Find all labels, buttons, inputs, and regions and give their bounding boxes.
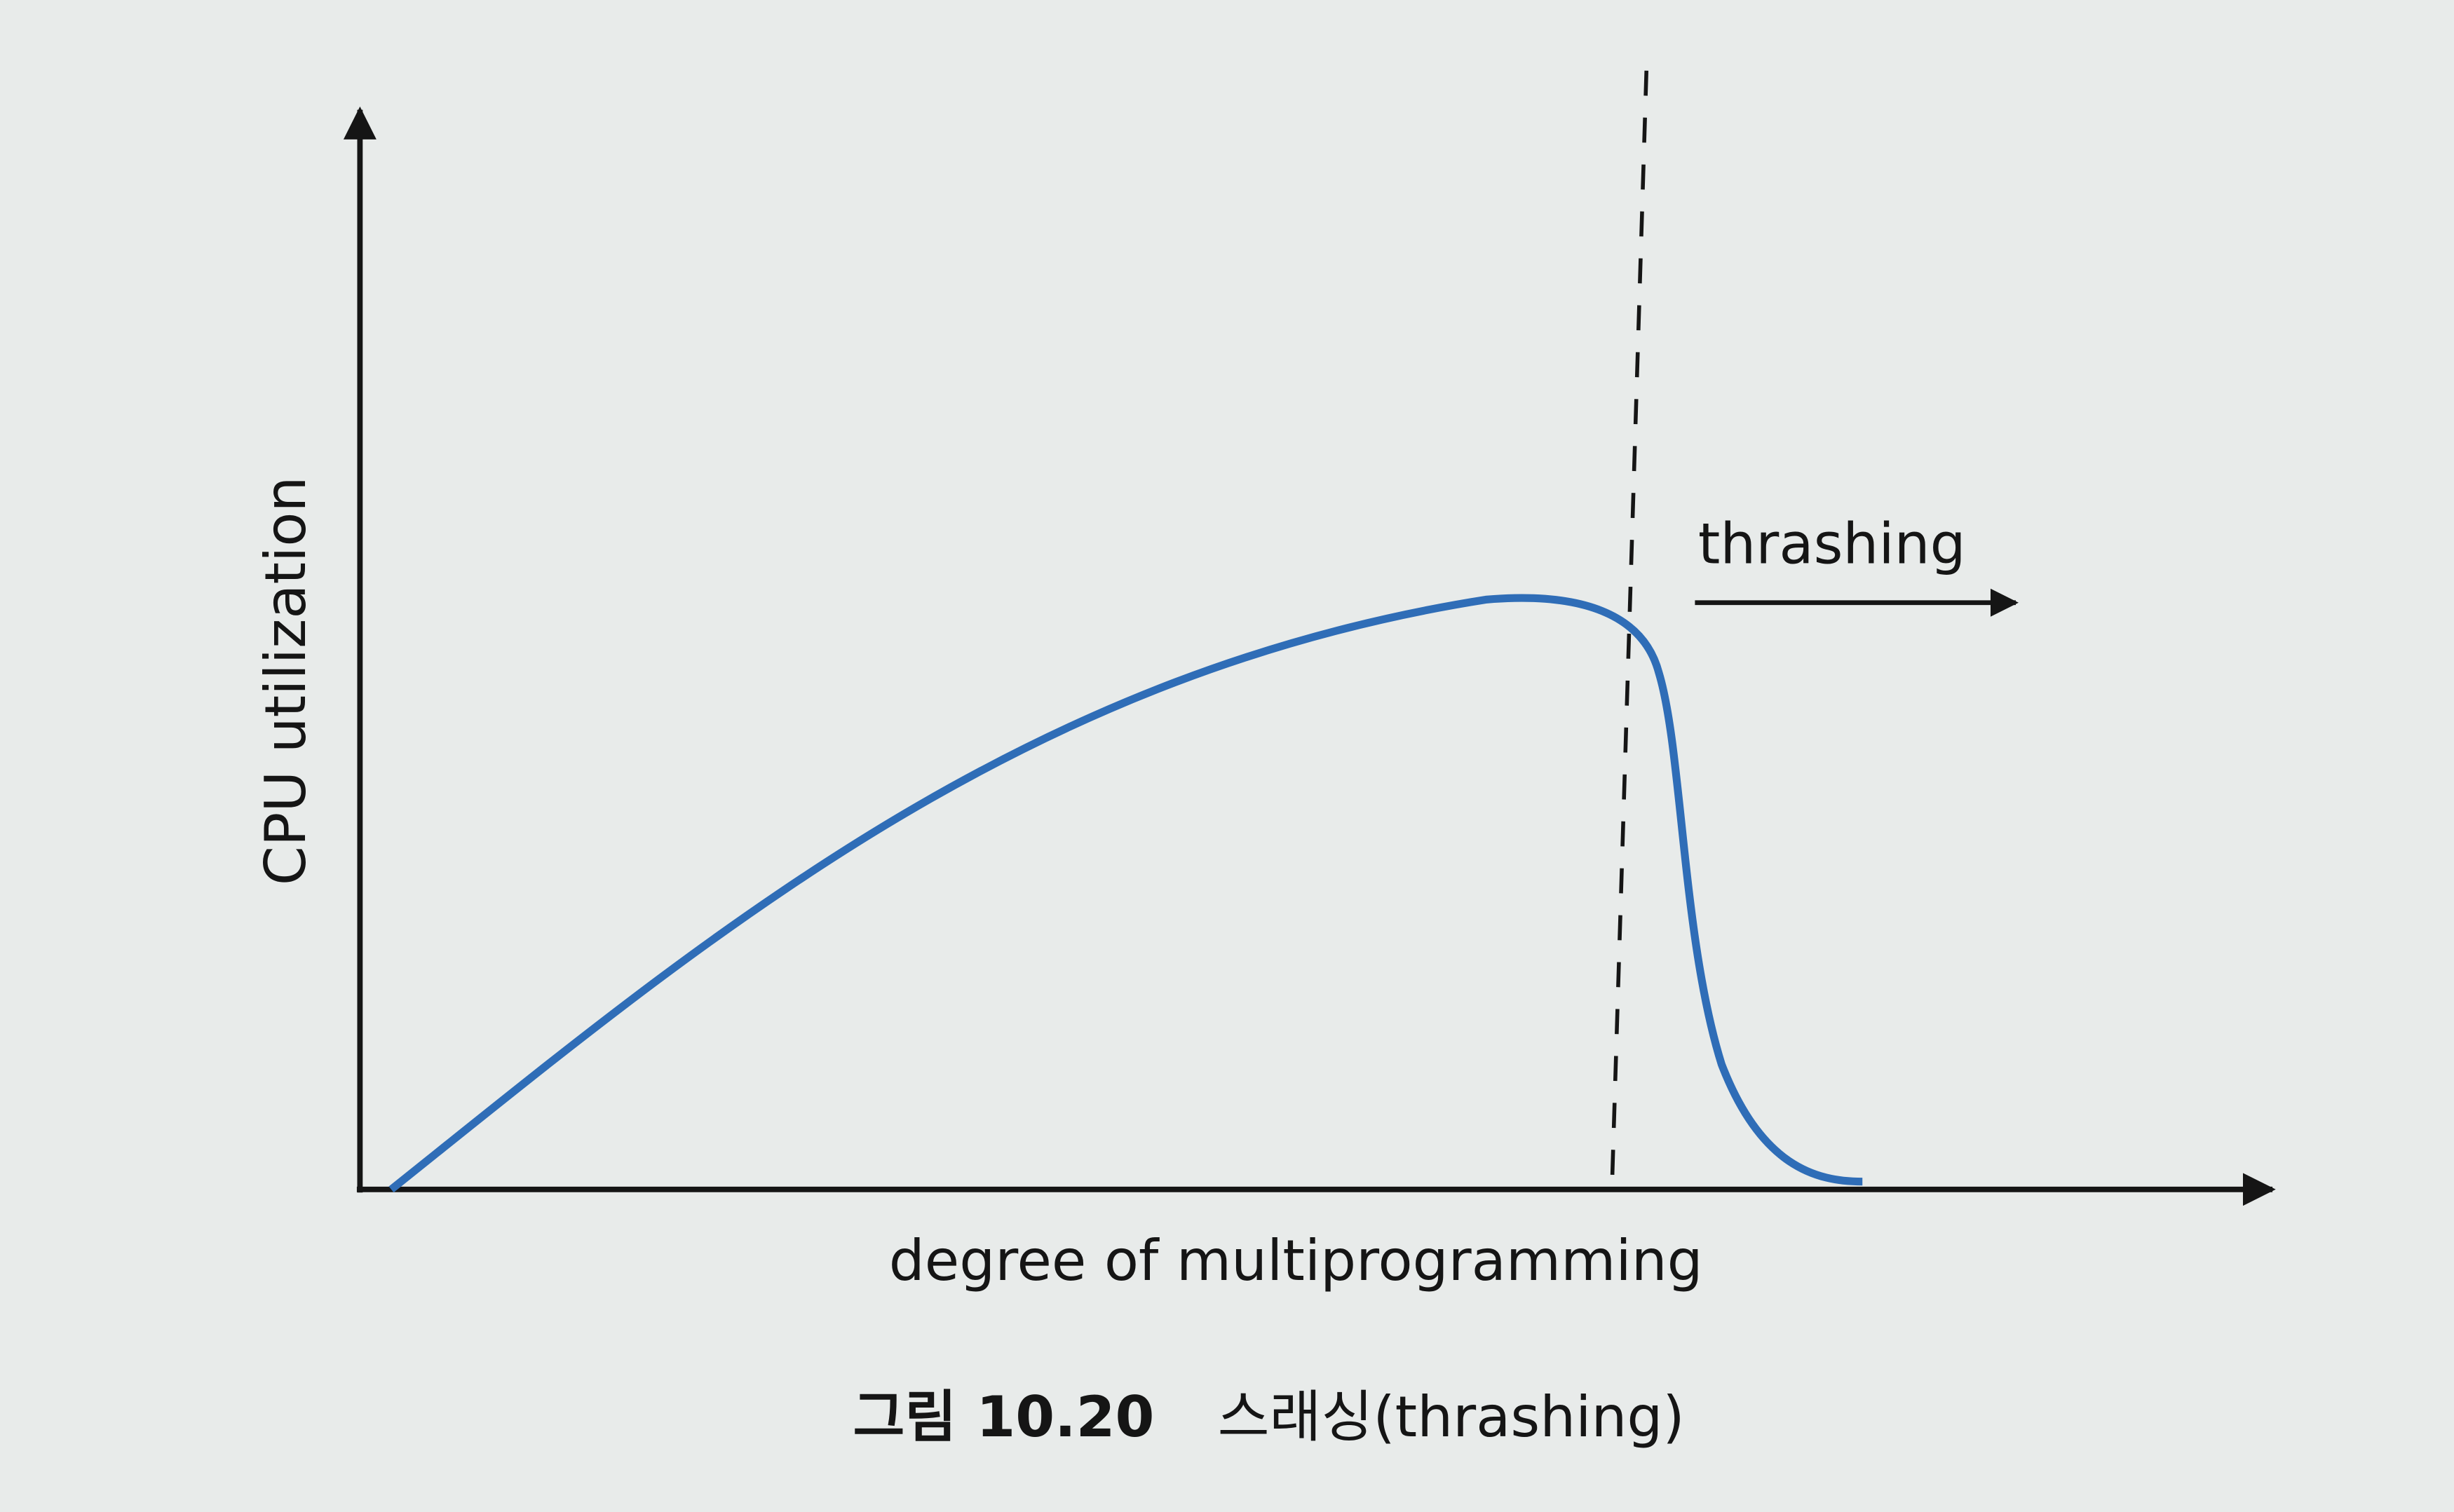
caption-number: 그림 10.20 (853, 1384, 1155, 1450)
utilization-curve (388, 594, 1863, 1193)
x-axis-label: degree of multiprogramming (889, 1227, 1703, 1293)
y-axis-label: CPU utilization (252, 477, 318, 886)
annotation: thrashing (1698, 511, 1966, 577)
caption-title: 스래싱(thrashing) (1218, 1384, 1685, 1450)
